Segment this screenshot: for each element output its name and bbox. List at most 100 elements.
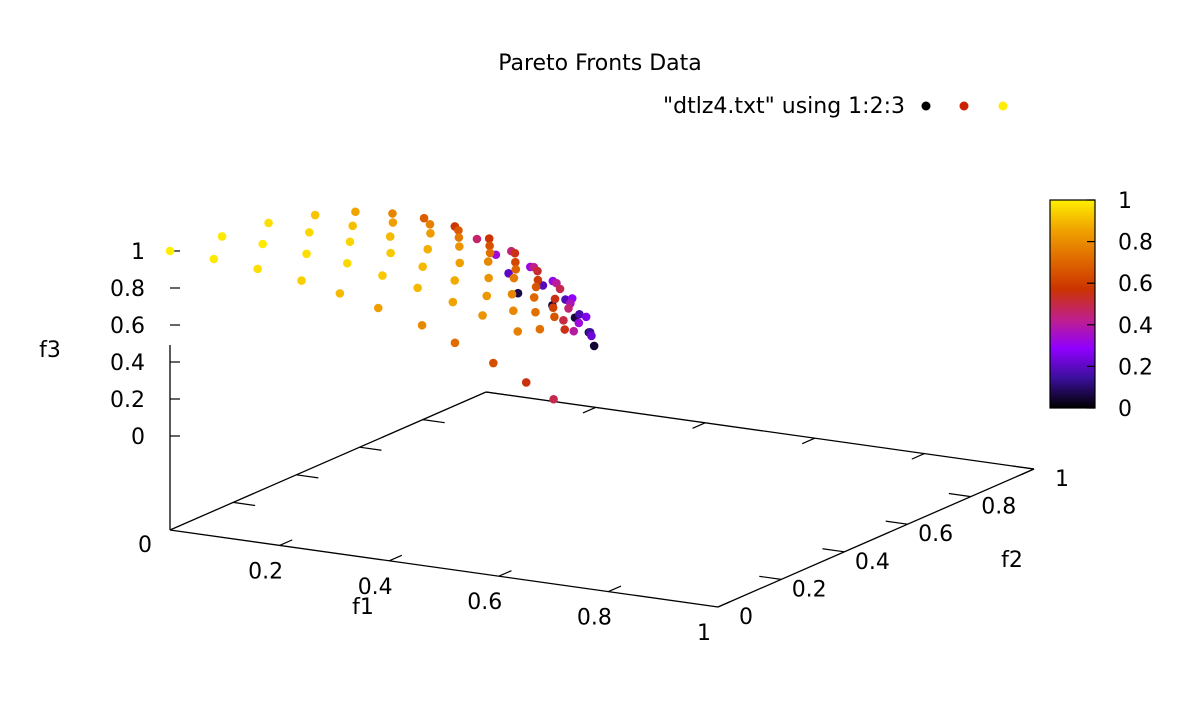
x-tick-mark [608,585,622,593]
x-tick-mark [279,539,293,546]
data-point [417,320,427,330]
data-point [478,311,487,320]
legend-label: "dtlz4.txt" using 1:2:3 [663,94,905,119]
y-tick-mark-far [296,474,319,479]
data-point [450,276,460,285]
y-tick-label: 0 [739,605,753,630]
data-point [560,325,570,334]
legend-marker-red [959,101,969,111]
data-point [258,239,268,249]
base-far-edge [485,391,1035,470]
origin-label: 0 [138,533,152,558]
data-point [548,303,558,312]
data-point [351,207,360,217]
data-point [425,219,435,229]
legend: "dtlz4.txt" using 1:2:3 [663,94,1008,119]
y-tick-label: 0.2 [792,577,827,602]
data-point [297,276,306,285]
data-point [217,232,227,241]
x-tick-label: 1 [697,621,711,646]
data-point [555,284,565,294]
x-tick-mark-far [1021,468,1035,476]
data-point [564,304,573,313]
colorbar-tick-label: 0 [1118,397,1132,422]
data-point [348,221,357,231]
colorbar-tick-label: 0.4 [1118,314,1153,339]
data-point [485,241,494,251]
data-point [531,307,540,317]
z-tick-label: 0.6 [110,314,145,339]
z-tick-label: 0.4 [110,351,145,376]
x-tick-mark-far [582,406,596,414]
data-point [538,281,548,290]
y-tick-mark [885,520,908,525]
legend-marker-black [921,101,931,111]
x-axis-line [169,529,719,608]
data-point [302,249,311,259]
y-tick-label: 0.6 [918,522,953,547]
data-point [482,291,492,301]
z-tick-label: 0 [131,425,145,450]
data-point [345,237,355,247]
data-point [385,232,395,241]
chart-title: Pareto Fronts Data [498,51,702,76]
data-point [587,331,596,341]
x-axis-label: f1 [352,595,374,620]
data-point [550,312,559,322]
data-point [472,234,482,244]
colorbar-gradient [1049,199,1096,409]
data-point [426,228,435,238]
data-points [165,207,599,404]
x-tick-mark [498,570,512,577]
base-back-edge [169,391,487,531]
data-point [509,306,518,316]
x-tick-mark [717,600,731,608]
data-point [510,248,520,258]
y-tick-mark-far [233,501,256,507]
data-point [388,209,397,218]
data-point [484,273,493,283]
data-point [485,248,495,258]
data-point [454,226,463,235]
data-point [549,394,558,404]
data-point [413,283,422,293]
z-tick-label: 1 [131,240,145,265]
data-point [529,293,539,302]
data-point [569,326,579,336]
y-tick-mark [948,492,971,498]
x-tick-mark-far [911,453,925,460]
data-point [165,246,175,256]
data-point [521,378,531,387]
data-point [342,258,352,268]
y-tick-mark-far [485,391,509,396]
data-point [253,264,262,274]
data-point [484,234,494,243]
colorbar-tick-label: 1 [1118,189,1132,214]
data-point [513,327,523,336]
data-point [448,297,458,307]
data-point [335,289,345,298]
axes-3d: 0.2 0.4 0.6 0.8 1 0 0.2 0.4 0.6 0.8 1 0 0.2 0.4 0.6 0.8… [110,240,1069,646]
data-point [511,265,521,274]
data-point [209,254,219,264]
legend-marker-yellow [998,101,1008,111]
data-point [423,244,433,254]
data-point [535,324,545,334]
data-point [454,233,464,242]
data-point [589,341,599,351]
x-tick-label: 0.6 [467,590,502,615]
colorbar-tick-label: 0.6 [1118,272,1153,297]
y-tick-mark [759,575,782,580]
x-tick-label: 0.4 [358,575,393,600]
z-tick-label: 0.8 [110,277,145,302]
data-point [264,218,273,228]
data-point [533,266,542,276]
y-tick-mark-far [359,446,382,451]
data-point [575,310,584,319]
data-point [373,303,383,313]
data-point [574,318,584,328]
data-point [533,275,543,285]
data-point [507,289,517,299]
data-point [581,312,591,322]
